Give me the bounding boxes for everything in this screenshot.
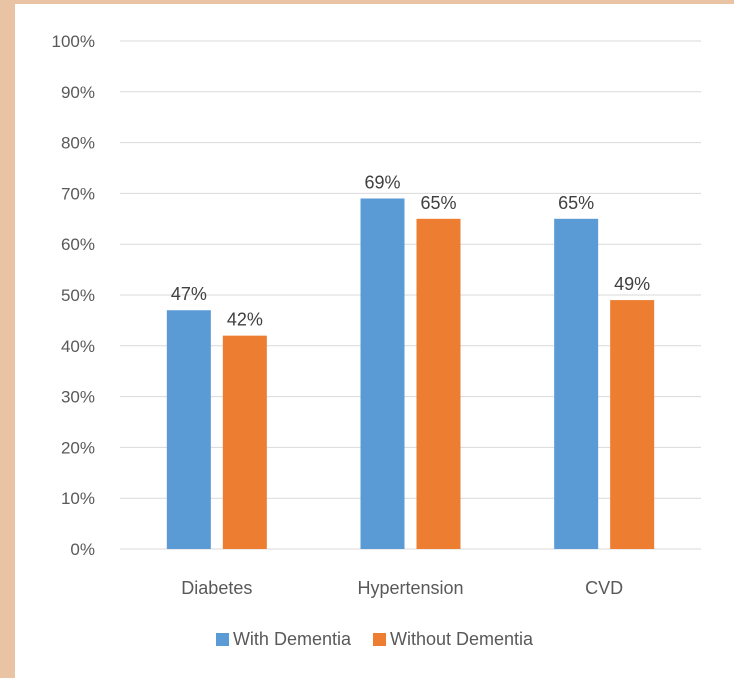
chart-panel: 0% 10% 20% 30% 40% 50% 60% 70% 80% 90% 100% 47% 42% D… (15, 4, 734, 678)
data-label: 42% (227, 310, 263, 330)
x-category-label: Diabetes (181, 578, 252, 598)
y-tick-label: 30% (61, 388, 95, 407)
bar (360, 198, 405, 550)
bar-chart: 0% 10% 20% 30% 40% 50% 60% 70% 80% 90% 100% 47% 42% D… (52, 32, 701, 598)
data-label: 65% (420, 193, 456, 213)
data-label: 47% (171, 284, 207, 304)
legend-swatch-with-dementia (215, 633, 229, 646)
x-category-label: Hypertension (357, 578, 463, 598)
y-tick-label: 80% (61, 134, 95, 153)
bar (610, 300, 655, 549)
x-category-label: CVD (585, 578, 623, 598)
y-tick-label: 100% (52, 32, 95, 51)
data-label: 49% (614, 274, 650, 294)
data-label: 65% (558, 193, 594, 213)
y-tick-label: 40% (61, 337, 95, 356)
data-label: 69% (364, 172, 400, 192)
y-tick-label: 0% (70, 540, 95, 559)
y-tick-label: 60% (61, 235, 95, 254)
y-tick-label: 70% (61, 184, 95, 203)
bar (416, 218, 461, 550)
legend-swatch-without-dementia (372, 633, 386, 646)
y-tick-label: 50% (61, 286, 95, 305)
legend-label-without-dementia: Without Dementia (389, 629, 534, 649)
bar (166, 310, 211, 549)
bar (554, 218, 599, 550)
y-tick-label: 10% (61, 489, 95, 508)
y-tick-label: 90% (61, 83, 95, 102)
legend-item-without-dementia: Without Dementia (372, 629, 534, 650)
legend-item-with-dementia: With Dementia (215, 629, 351, 650)
legend-label-with-dementia: With Dementia (232, 629, 351, 649)
y-tick-label: 20% (61, 438, 95, 457)
bar (222, 335, 267, 549)
legend: With Dementia Without Dementia (15, 629, 734, 650)
